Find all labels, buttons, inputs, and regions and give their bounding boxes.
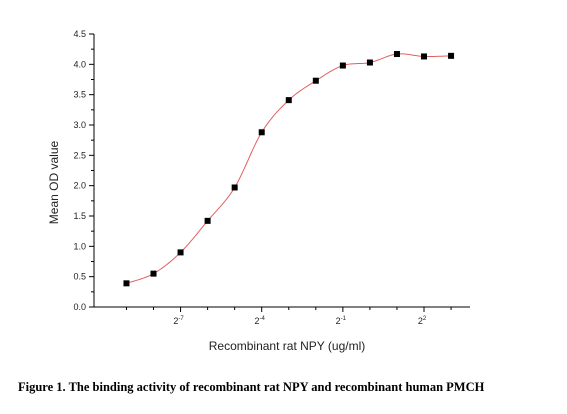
- y-tick-label: 1.0: [73, 241, 86, 251]
- figure-caption: Figure 1. The binding activity of recomb…: [18, 380, 485, 394]
- data-point: [285, 97, 292, 104]
- data-point: [448, 52, 455, 59]
- fit-curve-layer: [126, 53, 452, 284]
- x-tick-label: 22: [418, 316, 427, 326]
- y-tick-label: 2.5: [73, 150, 86, 160]
- data-point: [312, 77, 319, 84]
- y-tick-label: 0.5: [73, 272, 86, 282]
- data-point: [177, 249, 184, 256]
- data-points-layer: [123, 51, 455, 287]
- data-point: [421, 53, 428, 60]
- y-tick-label: 0.0: [73, 302, 86, 312]
- y-tick-label: 4.0: [73, 59, 86, 69]
- y-tick-label: 2.0: [73, 181, 86, 191]
- data-point: [150, 270, 157, 277]
- x-tick-label: 2-1: [336, 316, 347, 326]
- y-tick-label: 3.5: [73, 90, 86, 100]
- y-tick-label: 3.0: [73, 120, 86, 130]
- axes: 0.0 0.5 1.0 1.5 2.0 2.5 3.0 3.5 4.0 4.5 2-7 2-4 2-1 2…: [73, 29, 470, 326]
- y-tick-label: 4.5: [73, 29, 86, 39]
- x-tick-label: 2-7: [173, 316, 184, 326]
- data-point: [339, 62, 346, 69]
- data-point: [204, 217, 211, 224]
- x-axis-title: Recombinant rat NPY (ug/ml): [209, 339, 366, 353]
- fit-curve: [126, 53, 452, 284]
- data-point: [231, 184, 238, 191]
- data-point: [366, 59, 373, 66]
- data-point: [123, 280, 130, 287]
- data-point: [258, 129, 265, 136]
- y-tick-label: 1.5: [73, 211, 86, 221]
- y-axis-title: Mean OD value: [47, 140, 61, 224]
- data-point: [393, 51, 400, 58]
- x-tick-label: 2-4: [255, 316, 266, 326]
